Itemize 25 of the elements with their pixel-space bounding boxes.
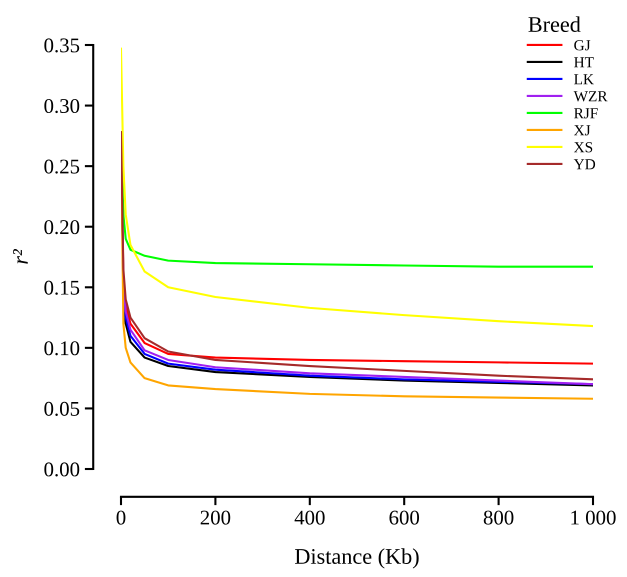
legend-label: XJ bbox=[574, 125, 590, 136]
legend-label: LK bbox=[574, 74, 594, 84]
y-tick-label: 0.15 bbox=[44, 280, 80, 295]
legend-label: YD bbox=[574, 159, 596, 170]
y-tick-label: 0.00 bbox=[44, 462, 80, 477]
legend-label: XS bbox=[574, 142, 592, 152]
legend-label: HT bbox=[574, 57, 594, 68]
y-tick-label: 0.30 bbox=[44, 98, 80, 114]
legend-label: WZR bbox=[574, 91, 608, 102]
y-tick-label: 0.20 bbox=[44, 220, 80, 234]
y-axis-title: r² bbox=[13, 249, 28, 264]
y-tick-label: 0.05 bbox=[44, 402, 80, 416]
x-tick-label: 0 bbox=[116, 510, 126, 525]
x-axis-title: Distance (Kb) bbox=[295, 548, 419, 568]
legend-label: RJF bbox=[574, 108, 598, 118]
x-tick-label: 1 000 bbox=[571, 510, 616, 525]
y-tick-label: 0.35 bbox=[44, 38, 80, 53]
legend-title: Breed bbox=[528, 16, 581, 32]
x-tick-label: 600 bbox=[389, 510, 420, 525]
x-tick-label: 400 bbox=[294, 510, 325, 525]
x-tick-label: 200 bbox=[200, 510, 230, 525]
y-tick-label: 0.25 bbox=[44, 160, 80, 174]
legend-label: GJ bbox=[574, 40, 590, 50]
x-tick-label: 800 bbox=[484, 510, 514, 525]
y-tick-label: 0.10 bbox=[44, 341, 80, 356]
